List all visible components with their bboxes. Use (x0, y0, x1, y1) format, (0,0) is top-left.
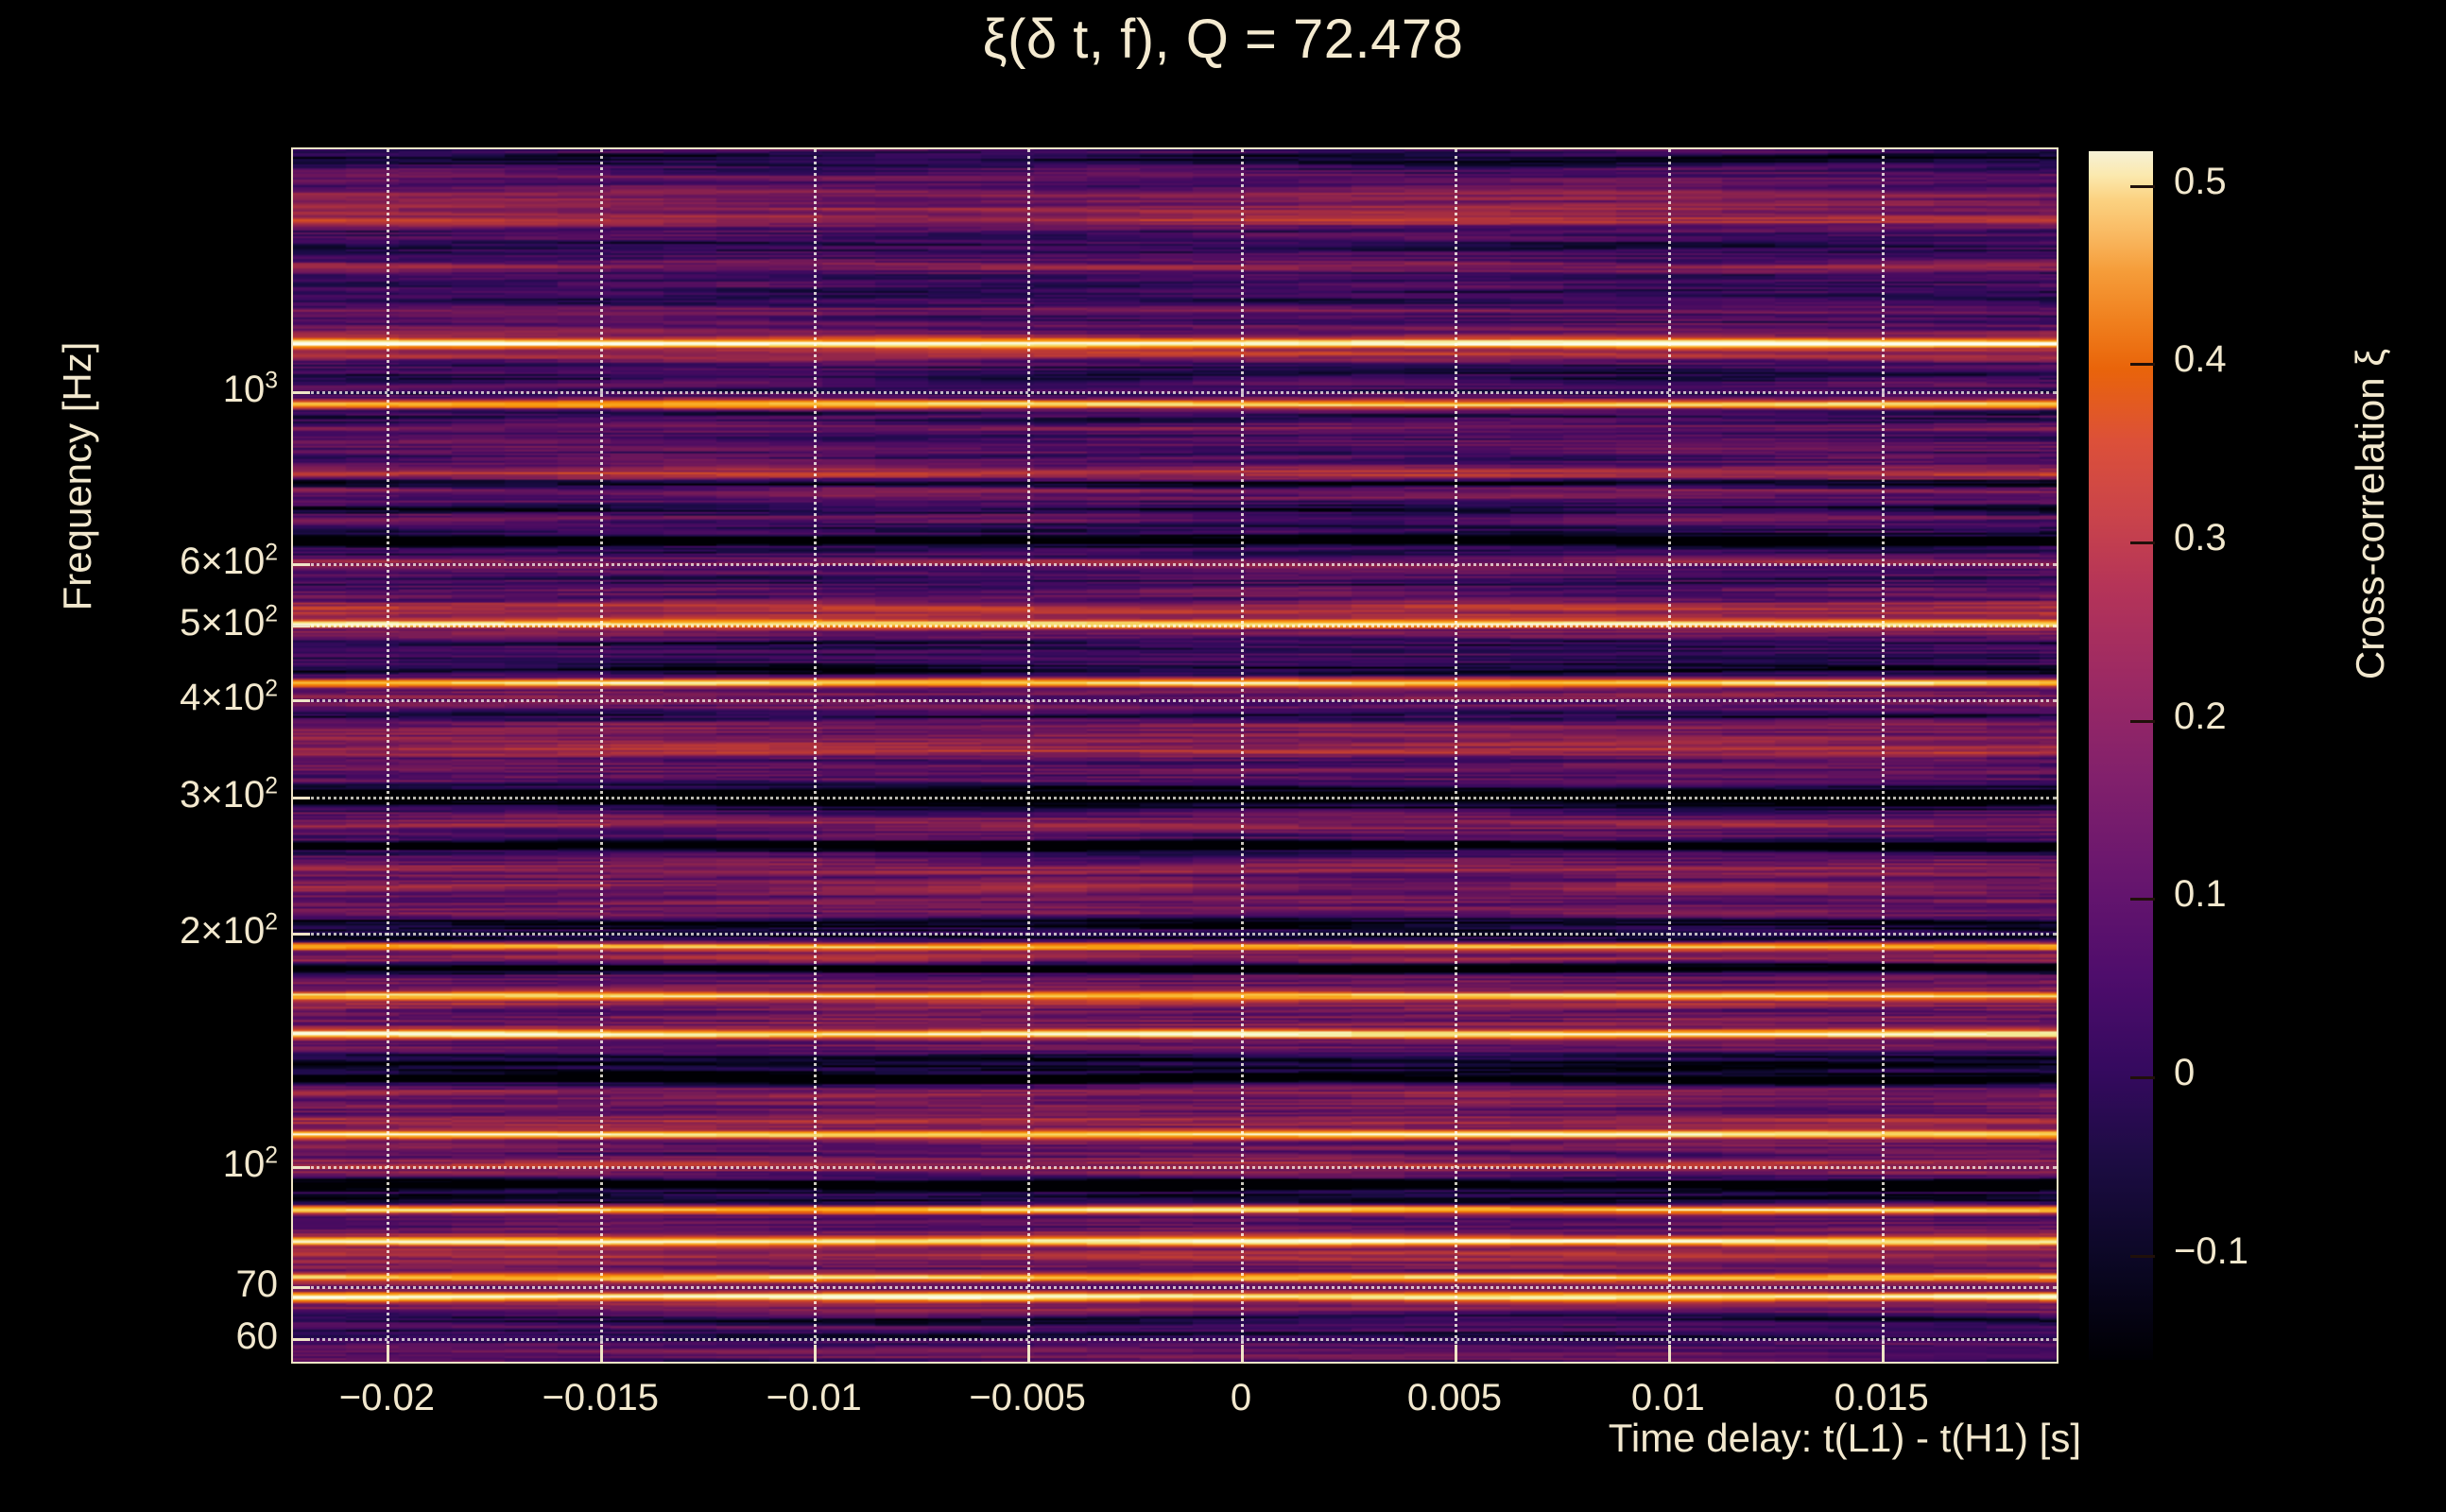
colorbar-tick-label: 0.3 (2174, 517, 2227, 559)
colorbar-tick-mark (2130, 1076, 2155, 1080)
y-tick-mark (293, 699, 310, 703)
x-tick-mark (1241, 1345, 1245, 1362)
y-tick-label: 2×102 (180, 909, 278, 953)
colorbar-tick-label: 0.1 (2174, 873, 2227, 916)
y-tick-mark (293, 624, 310, 627)
y-axis-title: Frequency [Hz] (55, 341, 99, 611)
y-tick-mark (293, 933, 310, 936)
colorbar-tick-mark (2130, 363, 2155, 367)
colorbar-tick-mark (2130, 184, 2155, 188)
x-tick-label: −0.015 (542, 1377, 660, 1418)
y-tick-label: 6×102 (180, 540, 278, 582)
colorbar-tick-label: 0.2 (2174, 695, 2227, 737)
colorbar-tick-mark (2130, 719, 2155, 723)
x-tick-label: −0.005 (969, 1377, 1086, 1418)
y-tick-mark (293, 1338, 310, 1342)
y-tick-label: 70 (235, 1263, 279, 1306)
x-axis-title: Time delay: t(L1) - t(H1) [s] (1608, 1416, 2081, 1460)
y-tick-label: 4×102 (180, 676, 278, 719)
y-tick-label: 5×102 (180, 601, 278, 644)
colorbar-tick-label: 0 (2174, 1052, 2196, 1094)
y-tick-label: 103 (222, 368, 278, 410)
x-tick-label: −0.02 (338, 1377, 435, 1418)
y-tick-mark (293, 796, 310, 799)
y-tick-label: 102 (222, 1143, 278, 1186)
x-tick-mark (1027, 1345, 1031, 1362)
y-tick-mark (293, 390, 310, 394)
heatmap-plot-area[interactable] (293, 149, 2057, 1362)
colorbar-title: Cross-correlation ξ (2348, 348, 2392, 680)
colorbar-tick-mark (2130, 1254, 2155, 1258)
colorbar-tick-label: 0.5 (2174, 160, 2227, 202)
y-tick-mark (293, 1166, 310, 1170)
colorbar-gradient[interactable] (2087, 149, 2155, 1362)
page-title: ξ(δ t, f), Q = 72.478 (982, 9, 1464, 70)
x-tick-label: 0 (1230, 1377, 1252, 1418)
heatmap-image (293, 149, 2057, 1362)
x-tick-mark (600, 1345, 604, 1362)
x-tick-mark (387, 1345, 390, 1362)
x-tick-label: −0.01 (766, 1377, 862, 1418)
x-tick-mark (814, 1345, 818, 1362)
x-tick-mark (1667, 1345, 1671, 1362)
x-tick-label: 0.005 (1406, 1377, 1502, 1418)
y-tick-mark (293, 562, 310, 566)
colorbar-tick-label: −0.1 (2174, 1229, 2248, 1272)
x-tick-mark (1454, 1345, 1457, 1362)
y-tick-label: 3×102 (180, 773, 278, 816)
x-tick-label: 0.01 (1630, 1377, 1705, 1418)
colorbar-tick-mark (2130, 541, 2155, 545)
y-tick-label: 60 (235, 1315, 279, 1358)
x-tick-mark (1881, 1345, 1885, 1362)
colorbar-tick-label: 0.4 (2174, 338, 2227, 381)
x-tick-label: 0.015 (1834, 1377, 1929, 1418)
colorbar-tick-mark (2130, 898, 2155, 902)
y-tick-mark (293, 1286, 310, 1290)
